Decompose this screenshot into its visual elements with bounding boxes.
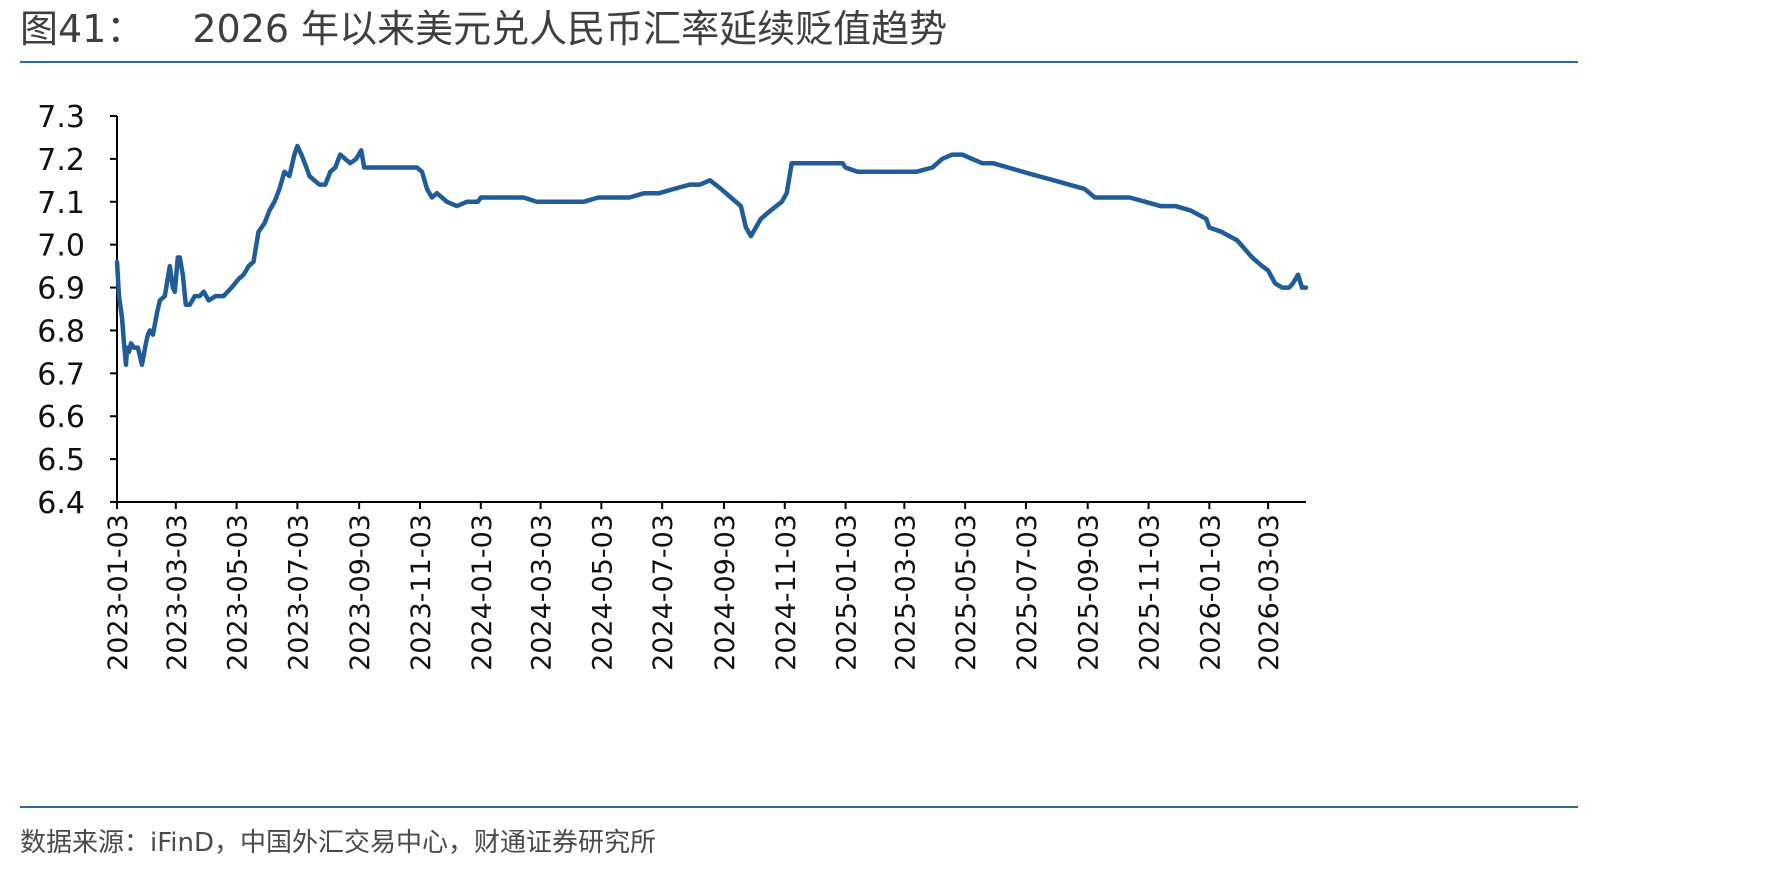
- chart-title: 图41： 2026 年以来美元兑人民币汇率延续贬值趋势: [20, 4, 947, 54]
- x-tick-label: 2026-01-03: [1195, 514, 1226, 671]
- x-tick-label: 2023-09-03: [345, 514, 376, 671]
- y-tick-label: 7.1: [37, 186, 85, 221]
- y-tick-label: 7.3: [37, 100, 85, 135]
- x-tick-label: 2024-09-03: [710, 514, 741, 671]
- x-tick-label: 2024-11-03: [771, 514, 802, 671]
- y-tick-label: 7.0: [37, 229, 85, 264]
- x-tick-label: 2025-11-03: [1135, 514, 1166, 671]
- x-tick-label: 2023-05-03: [223, 514, 254, 671]
- y-axis: 6.4 6.5 6.6 6.7 6.8 6.9 7.0 7.1 7.2 7.3: [37, 100, 118, 521]
- y-tick-label: 6.8: [37, 314, 85, 349]
- figure-number: 图41：: [20, 7, 145, 51]
- y-tick-label: 6.4: [37, 486, 85, 521]
- x-tick-label: 2024-05-03: [587, 514, 618, 671]
- x-tick-label: 2025-09-03: [1074, 514, 1105, 671]
- x-tick-label: 2023-03-03: [162, 514, 193, 671]
- x-tick-label: 2024-01-03: [467, 514, 498, 671]
- x-tick-label: 2026-03-03: [1254, 514, 1285, 671]
- x-tick-label: 2024-03-03: [527, 514, 558, 671]
- x-tick-label: 2023-07-03: [283, 514, 314, 671]
- y-tick-label: 6.6: [37, 400, 85, 435]
- y-tick-label: 6.5: [37, 443, 85, 478]
- y-tick-label: 6.7: [37, 357, 85, 392]
- title-text: 2026 年以来美元兑人民币汇率延续贬值趋势: [192, 7, 948, 51]
- x-tick-label: 2025-03-03: [890, 514, 921, 671]
- x-tick-label: 2025-05-03: [951, 514, 982, 671]
- x-tick-label: 2023-01-03: [103, 514, 134, 671]
- title-rule: [20, 61, 1578, 63]
- footer-rule: [20, 806, 1578, 808]
- y-tick-label: 6.9: [37, 272, 85, 307]
- series-line: [114, 143, 1309, 368]
- source-note: 数据来源：iFinD，中国外汇交易中心，财通证券研究所: [20, 828, 657, 858]
- x-tick-label: 2025-01-03: [832, 514, 863, 671]
- x-tick-label: 2025-07-03: [1012, 514, 1043, 671]
- x-axis: 2023-01-03 2023-03-03 2023-05-03 2023-07-03…: [103, 501, 1306, 671]
- y-tick-label: 7.2: [37, 143, 85, 178]
- plot-area: [114, 143, 1309, 368]
- x-tick-label: 2023-11-03: [406, 514, 437, 671]
- x-tick-label: 2024-07-03: [648, 514, 679, 671]
